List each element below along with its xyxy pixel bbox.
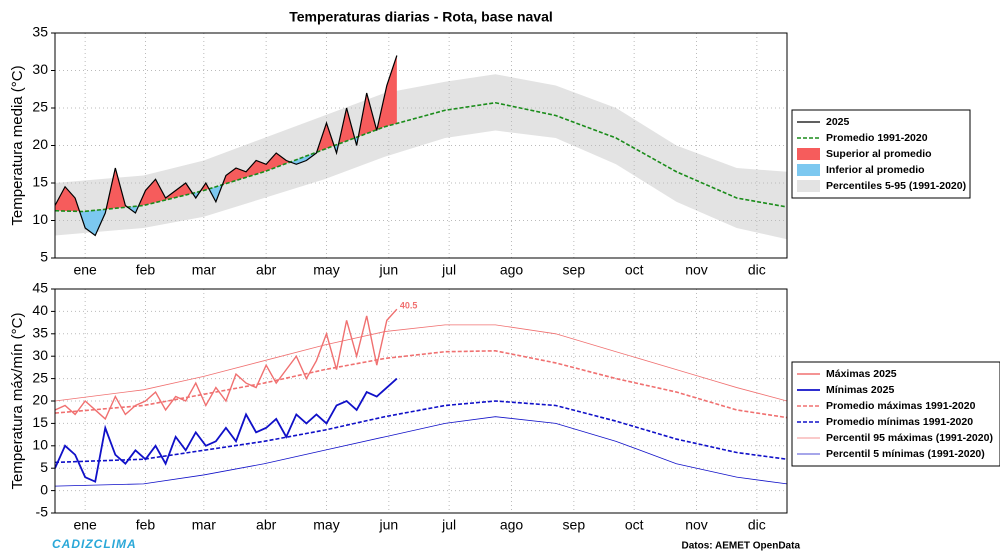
y-tick-label: -5 [36,504,49,520]
line-2 [54,350,788,419]
legend-swatch [797,148,820,160]
y-axis-label: Temperatura máx/mín (°C) [9,313,26,490]
y-tick-label: 15 [32,174,48,190]
y-tick-label: 45 [32,280,48,296]
y-tick-label: 5 [40,459,48,475]
y-tick-label: 20 [32,136,48,152]
y-tick-label: 40 [32,302,48,318]
legend-label: Percentiles 5-95 (1991-2020) [826,180,966,192]
x-tick-label: sep [563,517,586,533]
x-tick-label: nov [685,262,708,278]
x-tick-label: jul [441,517,456,533]
y-tick-label: 15 [32,414,48,430]
data-label: 40.5 [400,301,418,311]
x-tick-label: oct [625,262,644,278]
legend-label: Mínimas 2025 [826,384,894,396]
brand: CADIZCLIMA [52,537,137,551]
x-tick-label: jun [378,262,398,278]
x-tick-label: mar [192,262,216,278]
legend-label: Percentil 5 mínimas (1991-2020) [826,448,985,460]
plot-frame [54,288,788,514]
legend-box [791,109,971,199]
plot-frame [54,32,788,259]
line-0 [54,55,398,237]
y-tick-label: 25 [32,99,48,115]
y-tick-label: 0 [40,481,48,497]
y-tick-label: 30 [32,61,48,77]
y-tick-label: 10 [32,211,48,227]
x-tick-label: ene [73,262,97,278]
legend-label: Promedio máximas 1991-2020 [826,400,976,412]
legend-label: Promedio 1991-2020 [826,132,928,144]
legend-swatch [797,164,820,176]
x-tick-label: feb [136,262,156,278]
line-1 [54,101,788,213]
above-average-fill [55,55,397,212]
legend-label: Máximas 2025 [826,368,897,380]
line-0 [54,308,398,421]
source: Datos: AEMET OpenData [681,541,800,552]
x-tick-label: nov [685,517,708,533]
x-tick-label: mar [192,517,216,533]
y-tick-label: 10 [32,437,48,453]
legend: Máximas 2025 Mínimas 2025 Promedio máximas… [791,361,1000,467]
line-3 [54,400,788,464]
legend-label: Promedio mínimas 1991-2020 [826,416,973,428]
legend-label: Superior al promedio [826,148,932,160]
x-tick-label: feb [136,517,156,533]
percentile-band [55,74,787,240]
x-tick-label: may [313,517,339,533]
x-tick-label: dic [748,517,766,533]
y-tick-label: 35 [32,24,48,40]
y-tick-label: 5 [40,249,48,265]
x-tick-label: ene [73,517,97,533]
x-tick-label: may [313,262,339,278]
x-tick-label: jun [378,517,398,533]
line-1 [54,377,398,483]
legend-label: Percentil 95 máximas (1991-2020) [826,432,993,444]
y-tick-label: 30 [32,347,48,363]
legend-label: Inferior al promedio [826,164,925,176]
x-tick-label: dic [748,262,766,278]
x-tick-label: abr [256,517,277,533]
x-tick-label: abr [256,262,277,278]
legend: 2025 Promedio 1991-2020 Superior al promed… [791,109,971,199]
x-tick-label: jul [441,262,456,278]
x-tick-label: sep [563,262,586,278]
y-tick-label: 35 [32,325,48,341]
x-tick-label: ago [500,517,524,533]
line-4 [54,324,788,402]
line-5 [54,416,788,487]
x-tick-label: ago [500,262,524,278]
y-axis-label: Temperatura media (°C) [9,65,26,225]
y-tick-label: 25 [32,369,48,385]
legend-label: 2025 [826,116,850,128]
x-tick-label: oct [625,517,644,533]
y-tick-label: 20 [32,392,48,408]
chart-title: Temperaturas diarias - Rota, base naval [289,9,553,25]
legend-swatch [797,180,820,192]
legend-box [791,361,1000,467]
